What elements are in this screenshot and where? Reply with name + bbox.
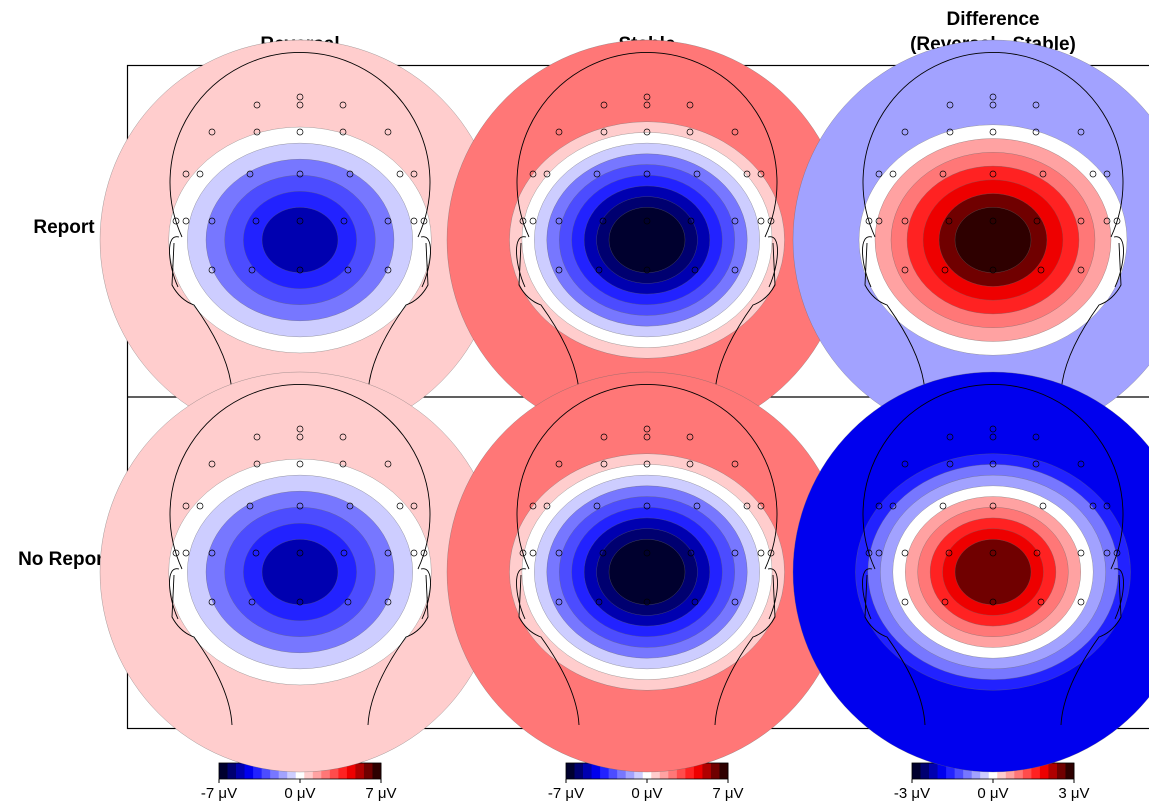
colorbar-segment bbox=[219, 763, 228, 779]
colorbar-tick-label: -3 μV bbox=[894, 785, 930, 802]
colorbar-tick-label: -7 μV bbox=[201, 785, 237, 802]
contour-region bbox=[609, 207, 685, 272]
colorbar-segment bbox=[719, 763, 728, 779]
colorbar-segment bbox=[355, 763, 364, 779]
colorbar-segment bbox=[228, 763, 237, 779]
colorbar-segment bbox=[921, 763, 930, 779]
colorbar-segment bbox=[364, 763, 373, 779]
colorbar-tick-label: -7 μV bbox=[548, 785, 584, 802]
colorbar-segment bbox=[236, 763, 245, 779]
colorbar-segment bbox=[702, 763, 711, 779]
colorbar-segment bbox=[1057, 763, 1066, 779]
colorbar-segment bbox=[372, 763, 381, 779]
colorbar-tick-label: 7 μV bbox=[712, 785, 743, 802]
colorbar-segment bbox=[566, 763, 575, 779]
colorbar-segment bbox=[1065, 763, 1074, 779]
row-label: No Report bbox=[18, 549, 111, 570]
colorbar-segment bbox=[1048, 763, 1057, 779]
colorbar-segment bbox=[912, 763, 921, 779]
colorbar-segment bbox=[711, 763, 720, 779]
colorbar-segment bbox=[575, 763, 584, 779]
colorbar-segment bbox=[929, 763, 938, 779]
figure: Reversal180 ms - 220 ms-7 μV0 μV7 μVStab… bbox=[0, 0, 1149, 803]
colorbar-tick-label: 7 μV bbox=[365, 785, 396, 802]
column-title: Difference bbox=[947, 9, 1040, 30]
contour-region bbox=[955, 539, 1031, 604]
colorbar-tick-label: 0 μV bbox=[284, 785, 315, 802]
colorbar-segment bbox=[583, 763, 592, 779]
contour-region bbox=[262, 539, 338, 604]
contour-region bbox=[262, 207, 338, 272]
colorbar-tick-label: 0 μV bbox=[977, 785, 1008, 802]
contour-region bbox=[955, 207, 1031, 272]
row-label: Report bbox=[33, 217, 95, 238]
colorbar-tick-label: 3 μV bbox=[1058, 785, 1089, 802]
contour-region bbox=[609, 539, 685, 604]
colorbar-tick-label: 0 μV bbox=[631, 785, 662, 802]
